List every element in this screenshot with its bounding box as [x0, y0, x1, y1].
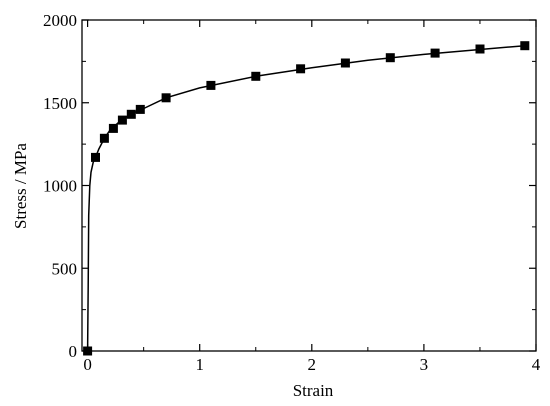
data-point	[91, 152, 100, 162]
data-point	[385, 53, 395, 63]
y-tick-label: 1500	[43, 94, 77, 113]
y-tick-label: 0	[69, 342, 78, 361]
y-axis-title: Stress / MPa	[11, 143, 30, 229]
data-point	[206, 80, 216, 90]
data-point	[430, 48, 440, 58]
data-point	[108, 123, 118, 133]
plot-area	[83, 41, 530, 356]
x-tick-label: 2	[308, 355, 317, 374]
x-tick-label: 4	[532, 355, 541, 374]
y-tick-label: 1000	[43, 177, 77, 196]
data-point	[161, 93, 171, 103]
y-tick-label: 2000	[43, 11, 77, 30]
axes: 0 1 2 3 4 0 500 1000 1500 2000	[43, 11, 541, 374]
plot-frame	[81, 19, 537, 352]
fit-curve	[86, 44, 525, 352]
x-tick-label: 3	[420, 355, 429, 374]
data-point	[340, 58, 350, 68]
data-point	[296, 64, 306, 74]
x-tick-label: 0	[83, 355, 92, 374]
x-axis-title: Strain	[293, 381, 334, 400]
data-point	[126, 109, 136, 119]
data-point	[475, 44, 485, 54]
data-point	[99, 133, 109, 143]
data-point	[117, 115, 127, 125]
data-point	[251, 71, 261, 81]
x-tick-label: 1	[195, 355, 204, 374]
data-point	[135, 104, 145, 114]
y-tick-label: 500	[52, 259, 78, 278]
data-point	[520, 41, 530, 51]
